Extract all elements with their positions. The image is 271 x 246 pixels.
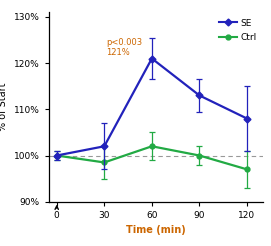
Text: p<0.003
121%: p<0.003 121%	[106, 38, 142, 57]
Y-axis label: % of Start: % of Start	[0, 83, 8, 131]
Legend: SE, Ctrl: SE, Ctrl	[217, 17, 258, 44]
X-axis label: Time (min): Time (min)	[126, 225, 186, 235]
